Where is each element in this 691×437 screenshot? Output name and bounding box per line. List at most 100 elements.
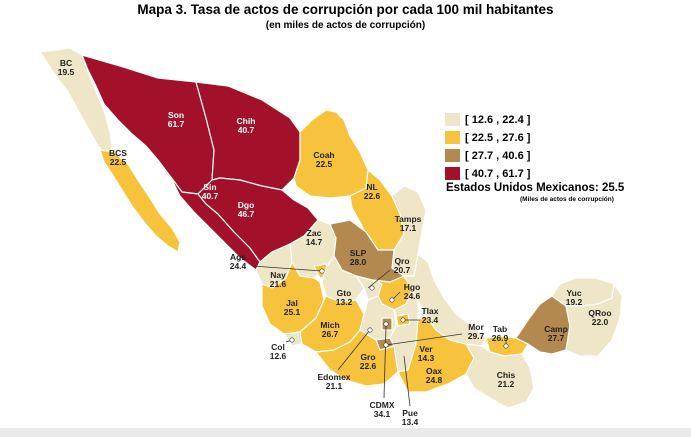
state-value-cdmx: 34.1 bbox=[374, 409, 391, 419]
state-chis bbox=[465, 343, 535, 409]
map-subtitle: (en miles de actos de corrupción) bbox=[265, 20, 426, 31]
state-abbr-edomex: Edomex bbox=[317, 372, 350, 382]
state-abbr-nay: Nay bbox=[270, 270, 286, 280]
state-abbr-pue: Pue bbox=[402, 408, 418, 418]
state-jal bbox=[261, 261, 325, 335]
national-rate: Estados Unidos Mexicanos: 25.5 bbox=[446, 182, 624, 194]
leader-line-cdmx bbox=[383, 325, 387, 399]
state-abbr-tamps: Tamps bbox=[395, 214, 422, 224]
state-abbr-nl: NL bbox=[366, 182, 377, 192]
state-value-tlax: 23.4 bbox=[422, 315, 439, 325]
leader-line-edomex bbox=[337, 329, 371, 371]
leader-line-pue bbox=[403, 355, 411, 407]
state-abbr-bcs: BCS bbox=[109, 148, 127, 158]
state-abbr-coah: Coah bbox=[313, 150, 334, 160]
state-value-tab: 26.9 bbox=[492, 333, 509, 343]
marker-dot-ags bbox=[319, 268, 325, 274]
state-value-coah: 22.5 bbox=[316, 159, 333, 169]
state-value-slp: 28.0 bbox=[350, 257, 367, 267]
state-abbr-mor: Mor bbox=[468, 322, 484, 332]
state-value-pue: 13.4 bbox=[402, 417, 419, 427]
marker-dot-qro bbox=[369, 285, 375, 291]
state-abbr-bc: BC bbox=[60, 58, 72, 68]
state-gto bbox=[321, 255, 365, 303]
state-abbr-mich: Mich bbox=[320, 320, 339, 330]
state-value-dgo: 46.7 bbox=[238, 209, 255, 219]
state-abbr-chis: Chis bbox=[497, 370, 516, 380]
state-abbr-qroo: QRoo bbox=[588, 308, 611, 318]
state-value-yuc: 19.2 bbox=[566, 297, 583, 307]
state-abbr-yuc: Yuc bbox=[566, 288, 581, 298]
legend-label: [ 22.5 , 27.6 ] bbox=[465, 131, 531, 144]
leader-line-ags bbox=[251, 265, 323, 272]
legend-item: [ 40.7 , 61.7 ] bbox=[445, 165, 530, 182]
national-units: (Miles de actos de corrupción) bbox=[520, 196, 614, 203]
map-legend: [ 12.6 , 22.4 ] [ 22.5 , 27.6 ] [ 27.7 ,… bbox=[445, 111, 530, 183]
state-value-ver: 14.3 bbox=[418, 353, 435, 363]
legend-swatch bbox=[445, 113, 460, 126]
state-value-oax: 24.8 bbox=[426, 375, 443, 385]
state-abbr-sin: Sin bbox=[203, 182, 216, 192]
state-abbr-ver: Ver bbox=[419, 344, 433, 354]
state-value-gto: 13.2 bbox=[336, 297, 353, 307]
marker-dot-cdmx bbox=[383, 321, 389, 327]
state-value-camp: 27.7 bbox=[548, 333, 565, 343]
state-value-son: 61.7 bbox=[168, 119, 185, 129]
state-abbr-col: Col bbox=[271, 342, 285, 352]
state-abbr-gro: Gro bbox=[360, 352, 375, 362]
legend-label: [ 12.6 , 22.4 ] bbox=[465, 113, 531, 126]
legend-item: [ 22.5 , 27.6 ] bbox=[445, 129, 530, 146]
leader-line-qro bbox=[367, 269, 391, 289]
state-value-hgo: 24.6 bbox=[404, 291, 421, 301]
legend-swatch bbox=[445, 131, 460, 144]
state-bcs bbox=[99, 149, 181, 253]
state-abbr-slp: SLP bbox=[350, 248, 367, 258]
state-abbr-qro: Qro bbox=[394, 256, 409, 266]
marker-dot-col bbox=[289, 337, 295, 343]
legend-swatch bbox=[445, 167, 460, 180]
state-value-chih: 40.7 bbox=[238, 125, 255, 135]
state-abbr-tlax: Tlax bbox=[421, 306, 438, 316]
state-abbr-oax: Oax bbox=[426, 366, 442, 376]
state-abbr-jal: Jal bbox=[286, 298, 298, 308]
marker-dot-hgo bbox=[389, 297, 395, 303]
state-qroo bbox=[565, 283, 623, 357]
legend-item: [ 27.7 , 40.6 ] bbox=[445, 147, 530, 164]
state-abbr-cdmx: CDMX bbox=[369, 400, 394, 410]
state-value-mor: 29.7 bbox=[468, 331, 485, 341]
legend-swatch bbox=[445, 149, 460, 162]
legend-label: [ 27.7 , 40.6 ] bbox=[465, 149, 531, 162]
marker-dot-tab bbox=[503, 343, 509, 349]
state-value-mich: 26.7 bbox=[322, 329, 339, 339]
state-value-ags: 24.4 bbox=[230, 261, 247, 271]
state-value-chis: 21.2 bbox=[498, 379, 515, 389]
marker-dot-tlax bbox=[400, 317, 406, 323]
state-abbr-zac: Zac bbox=[307, 228, 322, 238]
state-value-nay: 21.6 bbox=[270, 279, 287, 289]
state-abbr-son: Son bbox=[168, 110, 184, 120]
legend-label: [ 40.7 , 61.7 ] bbox=[465, 167, 531, 180]
state-abbr-camp: Camp bbox=[544, 324, 568, 334]
state-value-jal: 25.1 bbox=[284, 307, 301, 317]
footer-strip bbox=[0, 428, 691, 437]
state-value-qro: 20.7 bbox=[394, 265, 411, 275]
marker-dot-mor bbox=[383, 342, 389, 348]
map-title: Mapa 3. Tasa de actos de corrupción por … bbox=[137, 2, 554, 17]
state-abbr-chih: Chih bbox=[237, 116, 256, 126]
state-abbr-dgo: Dgo bbox=[238, 200, 255, 210]
state-value-nl: 22.6 bbox=[364, 191, 381, 201]
state-value-qroo: 22.0 bbox=[592, 317, 609, 327]
national-value: 25.5 bbox=[601, 182, 625, 194]
state-value-zac: 14.7 bbox=[306, 237, 323, 247]
state-abbr-tab: Tab bbox=[493, 324, 507, 334]
state-gro bbox=[315, 329, 399, 387]
state-value-bcs: 22.5 bbox=[110, 157, 127, 167]
leader-line-mor bbox=[385, 333, 463, 346]
state-value-sin: 40.7 bbox=[202, 191, 219, 201]
national-label: Estados Unidos Mexicanos: bbox=[446, 182, 599, 194]
state-value-col: 12.6 bbox=[270, 351, 287, 361]
state-abbr-ags: Ags bbox=[230, 252, 246, 262]
state-value-edomex: 21.1 bbox=[326, 381, 343, 391]
state-abbr-hgo: Hgo bbox=[404, 282, 421, 292]
